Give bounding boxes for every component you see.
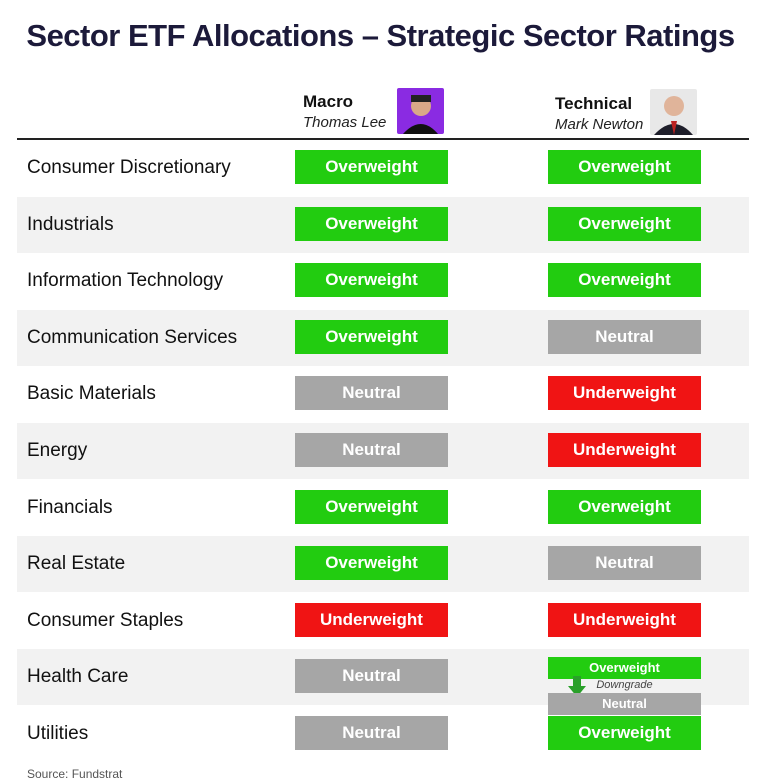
- rating-badge: Overweight: [295, 206, 448, 241]
- down-arrow: [568, 676, 586, 698]
- rating-badge: Overweight: [295, 489, 448, 524]
- header-rule: [17, 138, 749, 140]
- column-name: Mark Newton: [555, 116, 644, 133]
- sector-name: Information Technology: [27, 270, 224, 292]
- rating-badge: Overweight: [548, 150, 701, 184]
- source: Source: Fundstrat: [27, 767, 123, 781]
- sector-name: Consumer Staples: [27, 609, 184, 631]
- column-name: Thomas Lee: [303, 114, 387, 131]
- rating-badge: Underweight: [548, 376, 701, 411]
- table-row: Utilities Neutral Overweight: [17, 706, 749, 762]
- rating-badge: Underweight: [295, 602, 448, 637]
- table-row: Information Technology Overweight Overweig…: [17, 253, 749, 309]
- rating-badge: Overweight: [295, 319, 448, 354]
- table-row: Communication Services Overweight Neutral: [17, 309, 749, 366]
- rating-badge: Neutral: [295, 376, 448, 411]
- rating-badge: Overweight: [548, 489, 701, 524]
- sector-name: Industrials: [27, 213, 114, 235]
- rating-badge: Neutral: [295, 659, 448, 694]
- sector-name: Communication Services: [27, 326, 238, 348]
- table-row: Consumer Staples Underweight Underweight: [17, 593, 749, 649]
- rating-badge: Underweight: [548, 433, 701, 467]
- rating-badge: Overweight: [295, 263, 448, 298]
- table-row: Consumer Discretionary Overweight Overweig…: [17, 140, 749, 196]
- table-row: Industrials Overweight Overweight: [17, 196, 749, 253]
- sector-name: Basic Materials: [27, 383, 156, 405]
- column-label: Technical: [555, 94, 633, 113]
- sector-name: Utilities: [27, 723, 89, 744]
- table-row: Energy Neutral Underweight: [17, 423, 749, 479]
- sector-name: Consumer Discretionary: [27, 157, 231, 178]
- rating-badge: Overweight: [548, 716, 701, 750]
- title: Sector ETF Allocations – Strategic Secto…: [26, 18, 735, 53]
- rating-badge: Neutral: [548, 546, 701, 581]
- sector-name: Financials: [27, 496, 113, 518]
- rating-badge: Neutral: [295, 433, 448, 467]
- table-row: Financials Overweight Overweight: [17, 480, 749, 536]
- headshot: [397, 88, 444, 134]
- sector-name: Real Estate: [27, 553, 126, 575]
- sector-name: Energy: [27, 440, 88, 461]
- table-row: Real Estate Overweight Neutral: [17, 536, 749, 593]
- rating-badge-from: Overweight: [548, 657, 701, 680]
- rating-badge-to: Neutral: [548, 693, 701, 716]
- rating-badge: Overweight: [548, 263, 701, 298]
- headshot: [650, 89, 697, 135]
- rating-badge: Overweight: [295, 546, 448, 581]
- rating-badge: Overweight: [548, 206, 701, 241]
- rating-badge: Neutral: [295, 716, 448, 750]
- rating-badge: Neutral: [548, 319, 701, 354]
- change-note: Downgrade: [596, 679, 653, 692]
- table-row: Health Care Neutral Overweight Downgrade Neu…: [17, 649, 749, 716]
- sector-name: Health Care: [27, 666, 129, 688]
- column-label: Macro: [303, 92, 354, 111]
- rating-badge: Overweight: [295, 150, 448, 184]
- table-row: Basic Materials Neutral Underweight: [17, 366, 749, 422]
- rating-badge: Underweight: [548, 602, 701, 637]
